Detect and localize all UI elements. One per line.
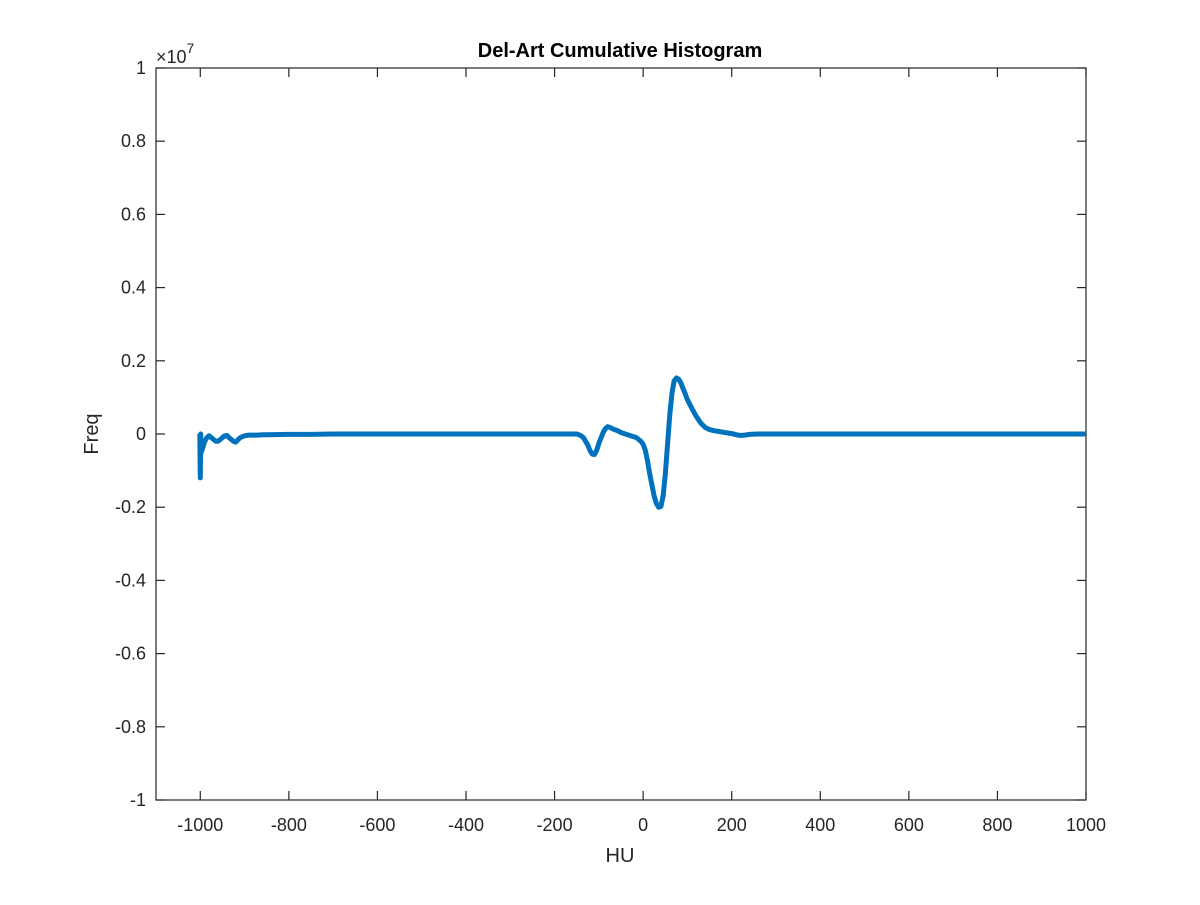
x-tick-label: -600 <box>359 815 395 835</box>
x-tick-label: 200 <box>717 815 747 835</box>
y-tick-label: 0.8 <box>121 131 146 151</box>
x-tick-label: -1000 <box>177 815 223 835</box>
y-tick-label: -0.8 <box>115 717 146 737</box>
x-axis-ticks: -1000 -800 -600 -400 -200 0 200 400 600 800 1000 <box>177 68 1106 835</box>
y-tick-label: -0.4 <box>115 570 146 590</box>
x-tick-label: 400 <box>805 815 835 835</box>
x-tick-label: 0 <box>638 815 648 835</box>
x-tick-label: -200 <box>537 815 573 835</box>
y-tick-label: 1 <box>136 58 146 78</box>
x-axis-label: HU <box>606 845 635 867</box>
x-tick-label: -800 <box>271 815 307 835</box>
y-axis-multiplier-base: ×10 <box>156 47 187 67</box>
y-tick-label: -0.2 <box>115 497 146 517</box>
series-group <box>197 375 1086 510</box>
x-tick-label: 800 <box>982 815 1012 835</box>
y-tick-label: 0 <box>136 424 146 444</box>
y-tick-label: -1 <box>130 790 146 810</box>
y-tick-label: 0.2 <box>121 351 146 371</box>
y-axis-multiplier: ×107 <box>156 40 195 67</box>
x-tick-label: 1000 <box>1066 815 1106 835</box>
y-tick-label: 0.6 <box>121 204 146 224</box>
y-axis-multiplier-exponent: 7 <box>187 40 195 56</box>
y-tick-label: -0.6 <box>115 644 146 664</box>
x-tick-label: 600 <box>894 815 924 835</box>
y-axis-label: Freq <box>81 413 103 454</box>
x-tick-label: -400 <box>448 815 484 835</box>
y-axis-ticks: -1 -0.8 -0.6 -0.4 -0.2 0 0.2 0.4 0.6 0.8 1 <box>115 58 1086 810</box>
series-line <box>197 375 1086 510</box>
y-tick-label: 0.4 <box>121 278 146 298</box>
chart-title: Del-Art Cumulative Histogram <box>478 40 763 62</box>
